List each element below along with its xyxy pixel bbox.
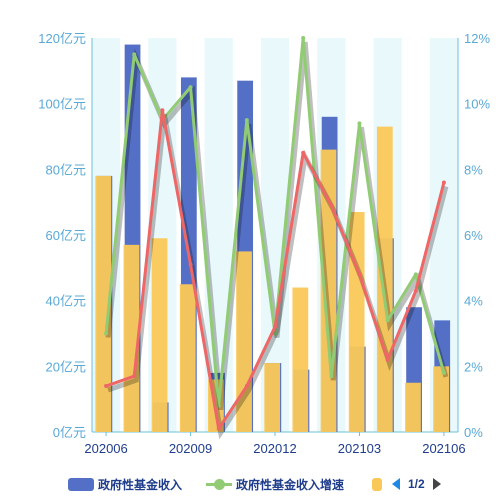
x-tick-label: 202009 [169,441,212,456]
y-left-tick-label: 80亿元 [46,162,86,177]
y-right-tick-label: 12% [464,31,490,46]
point-fund-growth [441,370,446,375]
bar-third-series [179,284,196,432]
chart-svg: 0亿元 20亿元 40亿元 60亿元 80亿元 100亿元 120亿元 0% 2% 4% 6% 8% 1… [38,31,490,456]
y-left-tick-label: 20亿元 [46,359,86,374]
y-right-tick-label: 8% [464,162,483,177]
y-left-tick-label: 0亿元 [53,425,86,440]
point-fund-growth [132,52,137,57]
x-tick-label: 202012 [253,441,296,456]
point-fourth-series [188,262,193,267]
legend-page-indicator: 1/2 [408,477,425,491]
point-fourth-series [216,426,221,431]
legend-item-fund-growth[interactable]: 政府性基金收入增速 [206,474,344,494]
point-fourth-series [385,357,390,362]
bar-third-series [405,382,421,432]
y-right-tick-label: 10% [464,97,490,112]
bar-third-series [433,366,449,432]
point-fourth-series [301,150,306,155]
y-left-tick-label: 120亿元 [38,31,86,46]
legend-label-fund-growth: 政府性基金收入增速 [236,477,345,492]
point-fund-growth [104,331,109,336]
legend-pager: 1/2 [392,474,441,494]
point-fund-growth [329,374,334,379]
y-left-tick-label: 40亿元 [46,294,86,309]
legend-item-fund-revenue[interactable]: 政府性基金收入 [68,474,182,494]
x-tick-label: 202006 [84,441,127,456]
point-fourth-series [273,324,277,329]
point-fund-growth [244,118,249,123]
bar-third-series [264,363,281,432]
point-fund-growth [188,85,193,90]
point-fourth-series [357,272,362,277]
legend-swatch-fund-revenue [68,477,94,491]
point-fourth-series [441,180,446,185]
legend-prev-arrow-icon[interactable] [392,478,400,490]
point-fourth-series [132,374,137,379]
point-fund-growth [385,318,390,323]
y-right-tick-label: 0% [464,425,483,440]
bar-third-series [292,287,309,432]
point-fourth-series [244,384,249,389]
point-fourth-series [104,384,109,389]
legend-swatch-third-series [372,477,382,491]
point-fund-growth [357,121,362,126]
legend: 政府性基金收入 政府性基金收入增速 1/2 [0,472,500,496]
x-tick-label: 202106 [422,441,465,456]
point-fund-growth [301,36,306,40]
bar-third-series [123,244,140,432]
point-fund-growth [216,403,221,408]
y-left-tick-label: 100亿元 [38,97,86,112]
y-left-tick-label: 60亿元 [46,228,86,243]
bar-third-series [151,238,168,432]
point-fourth-series [413,288,418,293]
legend-item-third-series[interactable] [372,474,386,494]
y-right-tick-label: 2% [464,359,483,374]
x-tick-label: 202103 [338,441,381,456]
legend-next-arrow-icon[interactable] [432,478,441,490]
y-right-tick-label: 4% [464,294,483,309]
legend-swatch-fund-growth [206,478,232,491]
point-fourth-series [160,108,165,113]
bar-third-series [95,175,112,432]
y-right-tick-label: 6% [464,228,483,243]
legend-label-fund-revenue: 政府性基金收入 [98,477,183,492]
point-fund-growth [413,272,418,277]
point-fourth-series [329,203,334,208]
bar-third-series [348,212,365,432]
